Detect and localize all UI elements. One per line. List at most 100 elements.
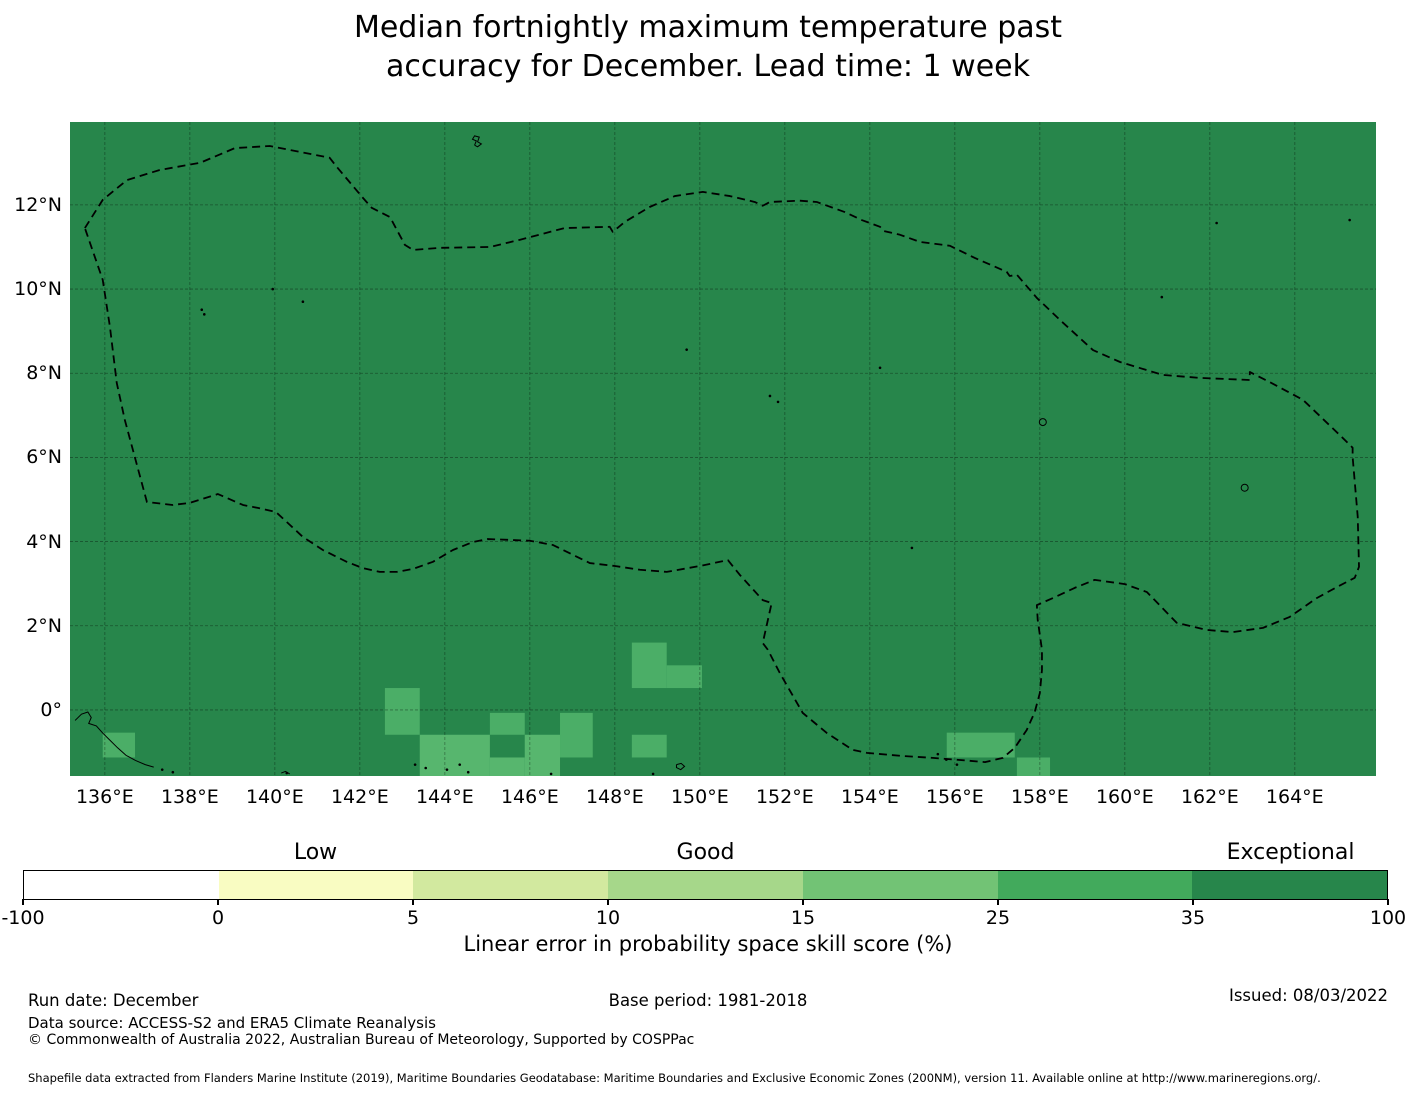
map-svg [70,122,1376,776]
lon-tick-label: 164°E [1265,786,1324,808]
colorbar-tick-mark [802,899,804,905]
colorbar-segment--100-to-0 [24,871,219,899]
chart-title-line-2: accuracy for December. Lead time: 1 week [385,49,1031,84]
colorbar-tick-label: -100 [1,907,45,929]
colorbar-category-label-good: Good [676,840,735,865]
islet-dot [910,546,914,550]
lon-tick-label: 148°E [585,786,644,808]
colorbar [23,870,1388,900]
colorbar-tick-mark [1387,899,1389,905]
lon-tick-label: 152°E [755,786,814,808]
lon-tick-label: 136°E [75,786,134,808]
islet-dot [285,771,289,775]
run-date-text: Run date: December [28,991,199,1010]
islet-dot [549,772,553,776]
colorbar-segment-25-to-35 [997,871,1193,899]
map-plot-area [70,122,1376,776]
colorbar-category-label-low: Low [293,840,338,865]
chart-title-line-1: Median fortnightly maximum temperature p… [353,10,1063,45]
skill-cell [631,642,667,689]
skill-cell [560,712,593,758]
islet-dot [301,300,305,304]
lon-tick-label: 150°E [670,786,729,808]
lat-tick-label: 8°N [26,362,62,385]
eez-boundary-outline [83,145,1360,764]
lat-tick-label: 6°N [26,446,62,469]
atoll-outline [1038,418,1047,427]
islet-dot [768,394,772,398]
colorbar-tick-mark [997,899,999,905]
colorbar-tick-label: 5 [406,907,420,929]
colorbar-tick-label: 0 [211,907,225,929]
colorbar-tick-label: 25 [985,907,1011,929]
island-coastline [281,770,290,775]
islet-dot [160,768,164,771]
colorbar-tick-label: 15 [790,907,816,929]
lat-tick-label: 10°N [14,278,62,301]
lat-tick-label: 0° [40,698,62,721]
colorbar-tick-label: 100 [1369,907,1407,929]
skill-cell [489,712,525,735]
skill-cell [1016,757,1051,776]
issued-date-text: Issued: 08/03/2022 [1228,986,1388,1005]
islet-dot [1215,221,1218,225]
lon-tick-label: 144°E [415,786,474,808]
colorbar-tick-mark [607,899,609,905]
lon-tick-label: 138°E [160,786,219,808]
lon-tick-label: 146°E [500,786,559,808]
skill-cell [666,665,702,689]
colorbar-tick-label: 35 [1180,907,1206,929]
islet-dot [936,752,940,756]
copyright-text: © Commonwealth of Australia 2022, Austra… [28,1032,695,1048]
lat-tick-label: 2°N [26,614,62,637]
colorbar-axis-label: Linear error in probability space skill … [463,932,953,956]
skill-cell [384,688,420,735]
islet-dot [458,763,462,766]
lon-tick-label: 160°E [1095,786,1154,808]
islet-dot [466,770,470,774]
islet-dot [171,770,175,774]
islet-dot [424,766,428,770]
colorbar-segment-15-to-25 [802,871,998,899]
colorbar-category-label-exceptional: Exceptional [1226,840,1355,865]
islet-dot [445,768,449,771]
colorbar-segment-35-to-100 [1192,871,1388,899]
island-coastline [675,762,686,771]
data-source-text: Data source: ACCESS-S2 and ERA5 Climate … [28,1014,436,1032]
colorbar-tick-mark [22,899,24,905]
shapefile-attribution-text: Shapefile data extracted from Flanders M… [28,1071,1321,1085]
lon-tick-label: 162°E [1180,786,1239,808]
islet-dot [776,400,780,404]
skill-cell [102,732,136,758]
islet-dot [413,763,417,766]
colorbar-segment-5-to-10 [413,871,609,899]
skill-cell [419,734,490,776]
atoll-outline [1240,483,1249,492]
island-coastline [471,135,483,148]
lon-tick-label: 156°E [925,786,984,808]
lat-tick-label: 12°N [14,193,62,216]
islet-dot [202,313,206,316]
islet-dot [955,763,959,766]
lat-tick-label: 4°N [26,530,62,553]
colorbar-tick-mark [412,899,414,905]
lon-tick-label: 158°E [1010,786,1069,808]
islet-dot [200,308,204,311]
lon-tick-label: 140°E [245,786,304,808]
skill-cell [946,732,1015,758]
colorbar-tick-label: 10 [595,907,621,929]
lon-tick-label: 154°E [840,786,899,808]
skill-cell [631,734,667,758]
islet-dot [685,348,688,351]
island-coastline [74,711,154,768]
islet-dot [271,287,275,291]
colorbar-tick-mark [217,899,219,905]
colorbar-tick-mark [1192,899,1194,905]
colorbar-segment-0-to-5 [218,871,414,899]
islet-dot [651,772,655,776]
colorbar-segment-10-to-15 [608,871,803,899]
skill-cell [489,757,525,776]
lon-tick-label: 142°E [330,786,389,808]
base-period-text: Base period: 1981-2018 [608,991,808,1010]
